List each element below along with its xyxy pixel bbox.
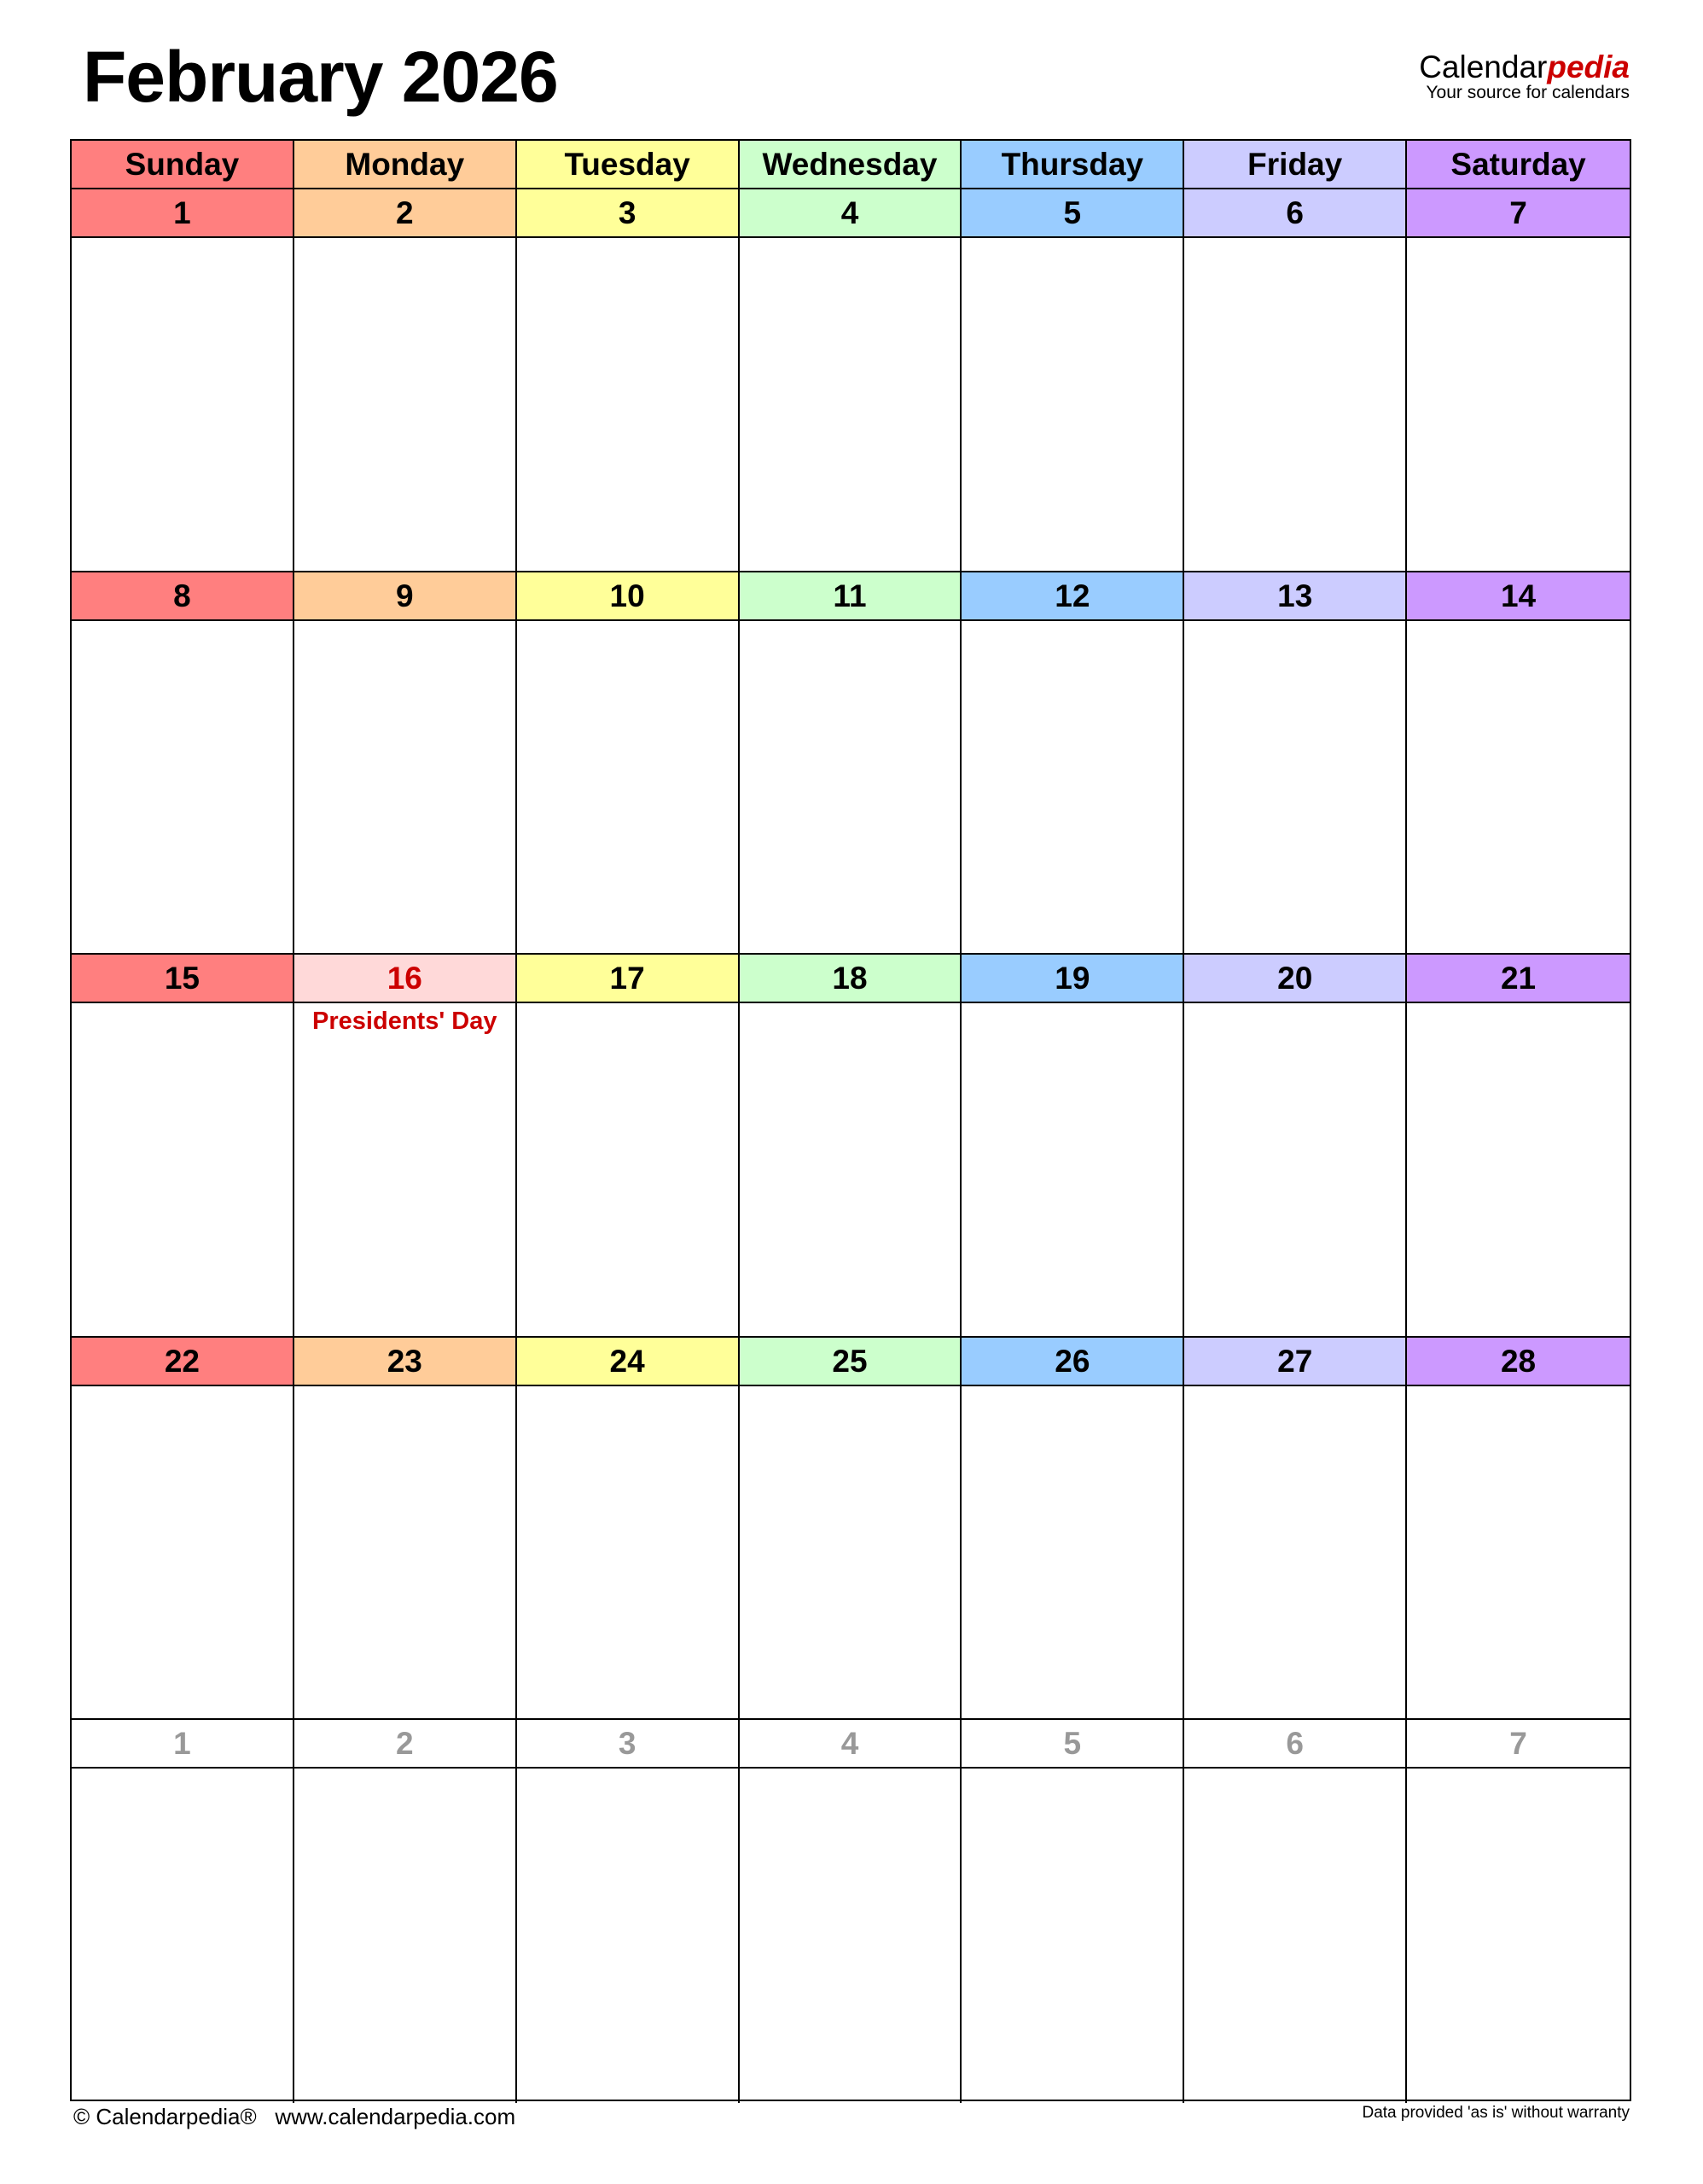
date-number: 20 [1184, 955, 1408, 1003]
day-cell[interactable] [516, 238, 740, 572]
date-number: 3 [516, 1720, 740, 1769]
date-number: 2 [294, 189, 517, 238]
weekday-header-monday: Monday [294, 141, 517, 189]
day-cell[interactable] [294, 238, 517, 572]
day-cell[interactable]: Presidents' Day [294, 1003, 517, 1338]
day-cell[interactable] [72, 238, 294, 572]
date-number: 21 [1407, 955, 1630, 1003]
day-cell[interactable] [516, 1003, 740, 1338]
day-cell[interactable] [1407, 1003, 1630, 1338]
day-cell[interactable] [294, 1385, 517, 1720]
date-number: 4 [739, 1720, 962, 1769]
weekday-header-thursday: Thursday [962, 141, 1185, 189]
date-number: 17 [516, 955, 740, 1003]
date-number: 11 [739, 572, 962, 621]
day-cell[interactable] [1407, 1386, 1630, 1720]
day-cell[interactable] [962, 1385, 1185, 1720]
date-number: 4 [739, 189, 962, 238]
day-cell[interactable] [962, 1003, 1185, 1338]
logo-tagline: Your source for calendars [1426, 83, 1630, 102]
calendarpedia-logo: Calendarpedia Your source for calendars [1419, 51, 1630, 102]
day-cell[interactable] [962, 620, 1185, 955]
date-number: 2 [294, 1720, 517, 1769]
weekday-header-sunday: Sunday [72, 141, 294, 189]
date-number: 7 [1407, 189, 1630, 238]
day-cell[interactable] [739, 1003, 962, 1338]
date-number: 28 [1407, 1337, 1630, 1386]
page-title: February 2026 [83, 37, 559, 117]
weekday-header-tuesday: Tuesday [516, 141, 740, 189]
date-number: 18 [739, 955, 962, 1003]
day-cell[interactable] [294, 1769, 517, 2103]
date-number: 13 [1184, 572, 1408, 621]
date-number: 24 [516, 1337, 740, 1386]
calendar-grid: Sunday Monday Tuesday Wednesday Thursday Frid… [70, 139, 1631, 2103]
date-number: 19 [962, 955, 1185, 1003]
day-cell[interactable] [1184, 1769, 1408, 2103]
date-number: 1 [72, 189, 294, 238]
date-number: 12 [962, 572, 1185, 621]
day-cell[interactable] [294, 620, 517, 955]
date-number: 16 [294, 955, 517, 1003]
date-number: 5 [962, 189, 1185, 238]
day-cell[interactable] [1407, 621, 1630, 955]
date-number: 6 [1184, 189, 1408, 238]
footer-copyright: © Calendarpedia® www.calendarpedia.com [73, 2104, 516, 2129]
date-number: 23 [294, 1337, 517, 1386]
logo-brand-main: Calendar [1419, 49, 1548, 84]
day-cell[interactable] [517, 1769, 740, 2103]
day-cell[interactable] [739, 238, 962, 572]
day-cell[interactable] [1184, 1385, 1408, 1720]
day-cell[interactable] [72, 620, 294, 955]
logo-brand-accent: pedia [1547, 49, 1630, 84]
day-cell[interactable] [739, 1385, 962, 1720]
day-cell[interactable] [1407, 1769, 1630, 2103]
date-number: 3 [516, 189, 740, 238]
weekday-header-saturday: Saturday [1407, 141, 1630, 189]
date-number: 8 [72, 572, 294, 621]
holiday-label: Presidents' Day [312, 1008, 497, 1035]
day-cell[interactable] [72, 1003, 294, 1338]
date-number: 5 [962, 1720, 1185, 1769]
day-cell[interactable] [962, 1769, 1185, 2103]
date-number: 14 [1407, 572, 1630, 621]
weekday-header-wednesday: Wednesday [739, 141, 962, 189]
day-cell[interactable] [516, 1385, 740, 1720]
date-number: 15 [72, 955, 294, 1003]
weekday-header-friday: Friday [1184, 141, 1408, 189]
day-cell[interactable] [740, 1769, 962, 2103]
day-cell[interactable] [72, 1385, 294, 1720]
day-cell[interactable] [962, 238, 1185, 572]
date-number: 10 [516, 572, 740, 621]
date-number: 6 [1184, 1720, 1408, 1769]
date-number: 25 [739, 1337, 962, 1386]
day-cell[interactable] [516, 620, 740, 955]
footer-disclaimer: Data provided 'as is' without warranty [1362, 2104, 1630, 2122]
date-number: 27 [1184, 1337, 1408, 1386]
day-cell[interactable] [1184, 620, 1408, 955]
day-cell[interactable] [739, 620, 962, 955]
date-number: 7 [1407, 1720, 1630, 1769]
date-number: 1 [72, 1720, 294, 1769]
date-number: 9 [294, 572, 517, 621]
day-cell[interactable] [1184, 1003, 1408, 1338]
day-cell[interactable] [1184, 238, 1408, 572]
date-number: 22 [72, 1337, 294, 1386]
day-cell[interactable] [1407, 238, 1630, 572]
date-number: 26 [962, 1337, 1185, 1386]
day-cell[interactable] [72, 1769, 294, 2103]
